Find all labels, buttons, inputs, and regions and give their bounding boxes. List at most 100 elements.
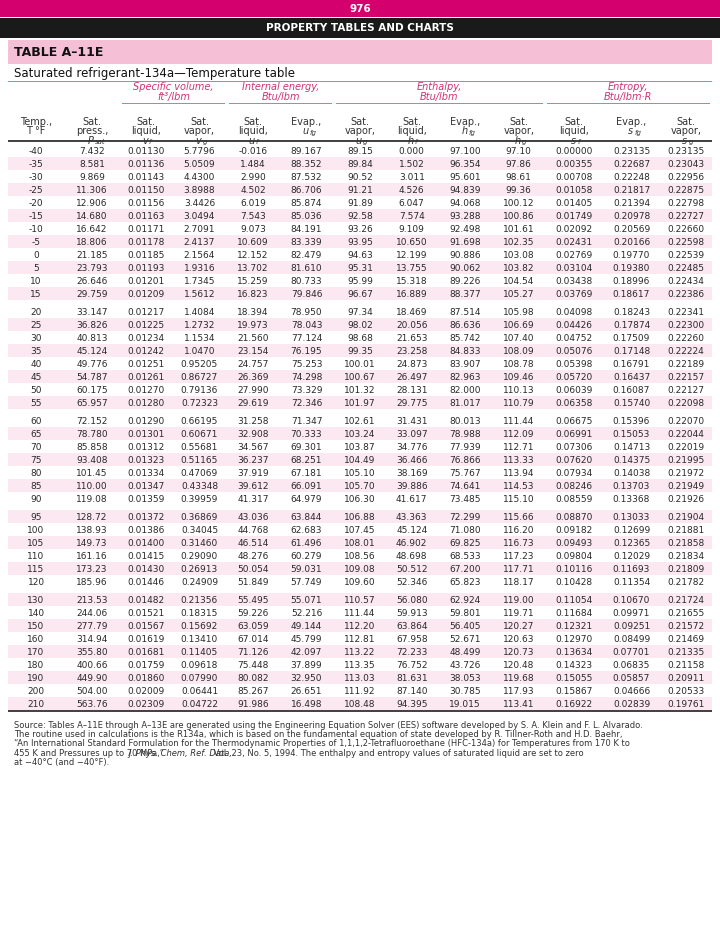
Text: P: P [88,136,94,146]
Text: 113.03: 113.03 [344,674,376,683]
Text: 5: 5 [33,264,39,273]
Text: 56.405: 56.405 [449,622,481,631]
Text: 57.749: 57.749 [291,578,323,587]
Bar [546,103,710,104]
Text: 36.826: 36.826 [76,321,108,330]
Text: 0.20569: 0.20569 [613,225,650,234]
Text: 21.185: 21.185 [76,251,108,260]
Text: 34.567: 34.567 [237,443,269,452]
Text: 0: 0 [33,251,39,260]
Text: TABLE A–11E: TABLE A–11E [14,46,104,59]
Bar [229,103,332,104]
Text: 0.01347: 0.01347 [127,482,165,491]
Text: 106.69: 106.69 [503,321,534,330]
Text: 0.14713: 0.14713 [613,443,650,452]
Text: 0.00708: 0.00708 [555,173,593,182]
Text: 50.512: 50.512 [396,565,428,574]
Bar [0,17,720,38]
Text: 103.24: 103.24 [344,430,376,439]
Text: 95.99: 95.99 [347,277,373,286]
Text: 63.844: 63.844 [291,513,322,522]
Text: 40: 40 [30,360,42,369]
Text: 0.12970: 0.12970 [555,635,593,644]
Text: 0.02092: 0.02092 [556,225,593,234]
Text: Evap.,: Evap., [450,117,480,127]
Text: 0.15740: 0.15740 [613,399,650,408]
Text: 0.08870: 0.08870 [555,513,593,522]
Text: 16.889: 16.889 [396,290,428,299]
Text: 105: 105 [27,539,45,548]
Text: 75.448: 75.448 [238,661,269,670]
Text: 0.06358: 0.06358 [555,399,593,408]
Text: 0.07306: 0.07306 [555,443,593,452]
Text: T °F: T °F [27,126,45,137]
Text: 0.06039: 0.06039 [555,386,593,395]
Text: 75: 75 [30,456,42,465]
Text: 13.702: 13.702 [237,264,269,273]
Text: 7.574: 7.574 [399,212,425,221]
Text: 0.09182: 0.09182 [555,526,593,535]
Text: 0.21972: 0.21972 [667,469,704,478]
Text: 74.298: 74.298 [291,373,322,382]
Text: liquid,: liquid, [559,126,589,137]
Text: 85.036: 85.036 [291,212,323,221]
Text: s: s [628,126,633,137]
Text: Sat.: Sat. [351,117,369,127]
Text: 0.01334: 0.01334 [127,469,165,478]
Text: 72.299: 72.299 [449,513,481,522]
Text: 0.17148: 0.17148 [613,347,650,356]
Text: 0.00355: 0.00355 [555,160,593,169]
Text: 0.13634: 0.13634 [555,648,593,657]
Text: 78.043: 78.043 [291,321,323,330]
Text: 277.79: 277.79 [76,622,108,631]
Text: 98.02: 98.02 [347,321,373,330]
Text: 113.33: 113.33 [503,456,534,465]
Text: 119.00: 119.00 [503,596,534,605]
Text: 0.01372: 0.01372 [127,513,165,522]
Text: 0.01312: 0.01312 [127,443,165,452]
Text: 0.79136: 0.79136 [181,386,218,395]
Text: 16.823: 16.823 [237,290,269,299]
Text: 30: 30 [30,334,42,343]
Text: 113.94: 113.94 [503,469,534,478]
Text: 65: 65 [30,430,42,439]
Text: 99.35: 99.35 [347,347,373,356]
Text: g: g [522,139,526,145]
Text: 0.13703: 0.13703 [613,482,650,491]
Text: 0.01171: 0.01171 [127,225,165,234]
Text: 91.89: 91.89 [347,199,373,208]
Text: 36.237: 36.237 [237,456,269,465]
Text: 51.849: 51.849 [237,578,269,587]
Text: 0.21655: 0.21655 [667,609,704,618]
Text: Evap.,: Evap., [616,117,647,127]
Text: 0.21335: 0.21335 [667,648,704,657]
Text: 0.22798: 0.22798 [667,199,704,208]
Text: 0.01359: 0.01359 [127,495,165,504]
Text: 0.12699: 0.12699 [613,526,650,535]
Text: 68.251: 68.251 [291,456,323,465]
Bar [8,287,712,300]
Text: 76.752: 76.752 [396,661,428,670]
Text: 42.097: 42.097 [291,648,322,657]
Text: 0.22248: 0.22248 [613,173,650,182]
Text: 38.169: 38.169 [396,469,428,478]
Text: 111.44: 111.44 [344,609,376,618]
Text: 86.706: 86.706 [291,186,323,195]
Bar [8,697,712,710]
Text: 0.16922: 0.16922 [556,700,593,709]
Text: 31.431: 31.431 [396,417,428,426]
Text: 52.671: 52.671 [449,635,481,644]
Text: 15: 15 [30,290,42,299]
Text: 0.34045: 0.34045 [181,526,218,535]
Text: 88.352: 88.352 [291,160,323,169]
Text: 1.2732: 1.2732 [184,321,215,330]
Bar [8,510,712,523]
Text: -35: -35 [29,160,43,169]
Text: Saturated refrigerant-134a—Temperature table: Saturated refrigerant-134a—Temperature t… [14,67,295,81]
Text: press.,: press., [76,126,108,137]
Text: 101.45: 101.45 [76,469,108,478]
Text: 0.20978: 0.20978 [613,212,650,221]
Text: 0.09618: 0.09618 [181,661,218,670]
Text: 85.874: 85.874 [291,199,323,208]
Text: 0.10116: 0.10116 [555,565,593,574]
